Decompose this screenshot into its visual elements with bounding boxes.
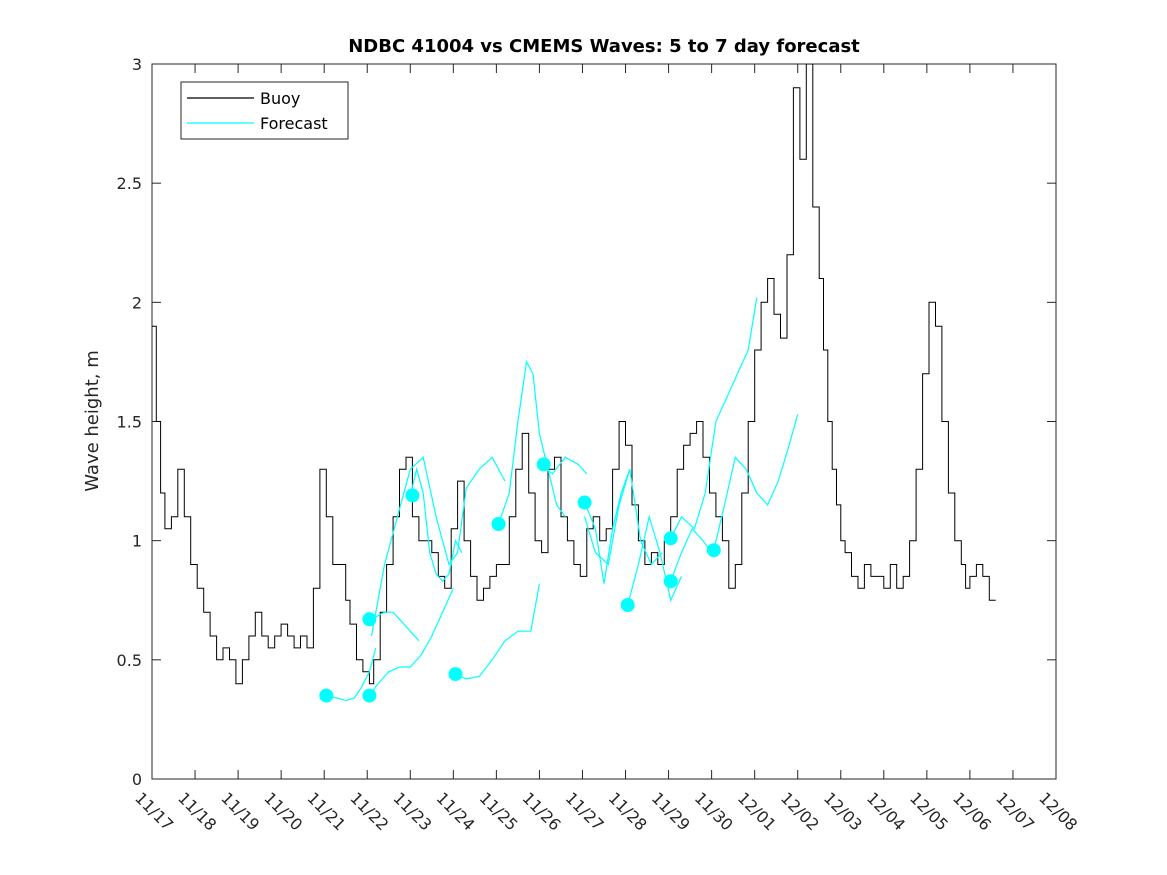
forecast-series-line xyxy=(370,456,506,637)
forecast-series-line xyxy=(497,360,566,525)
y-tick-label: 2 xyxy=(132,293,142,312)
data-layer xyxy=(152,64,996,703)
forecast-start-marker xyxy=(663,531,678,546)
forecast-start-marker xyxy=(319,688,334,703)
forecast-start-marker xyxy=(448,667,463,682)
forecast-series-line xyxy=(713,414,799,551)
forecast-start-marker xyxy=(577,495,592,510)
y-tick-label: 2.5 xyxy=(117,174,142,193)
forecast-series-line xyxy=(670,297,758,539)
forecast-start-marker xyxy=(405,488,420,503)
forecast-series-line xyxy=(670,527,713,582)
legend-label: Buoy xyxy=(260,89,300,108)
y-tick-label: 1.5 xyxy=(117,413,142,432)
legend: Buoy Forecast xyxy=(180,81,349,140)
forecast-start-marker xyxy=(706,543,721,558)
forecast-series-line xyxy=(368,588,454,696)
forecast-series-line xyxy=(455,583,540,680)
y-tick-label: 0 xyxy=(132,770,142,789)
legend-box xyxy=(180,81,349,140)
y-tick-label: 3 xyxy=(132,55,142,74)
forecast-series-line xyxy=(584,468,631,584)
forecast-series-line xyxy=(627,514,683,606)
forecast-start-marker xyxy=(620,598,635,612)
chart-title: NDBC 41004 vs CMEMS Waves: 5 to 7 day fo… xyxy=(348,36,860,57)
forecast-start-marker xyxy=(362,612,377,627)
legend-label: Forecast xyxy=(260,114,328,133)
y-axis-label: Wave height, m xyxy=(82,350,103,491)
forecast-start-marker xyxy=(663,574,678,589)
y-tick-label: 1 xyxy=(132,532,142,551)
buoy-series-line xyxy=(152,64,996,685)
forecast-start-marker xyxy=(491,517,506,531)
y-tick-label: 0.5 xyxy=(117,651,142,670)
forecast-series-line xyxy=(326,647,377,702)
forecast-start-marker xyxy=(362,688,377,703)
forecast-series-line xyxy=(541,456,588,475)
forecast-series-line xyxy=(409,466,463,583)
forecast-start-marker xyxy=(536,457,551,472)
forecast-series-line xyxy=(584,469,663,566)
